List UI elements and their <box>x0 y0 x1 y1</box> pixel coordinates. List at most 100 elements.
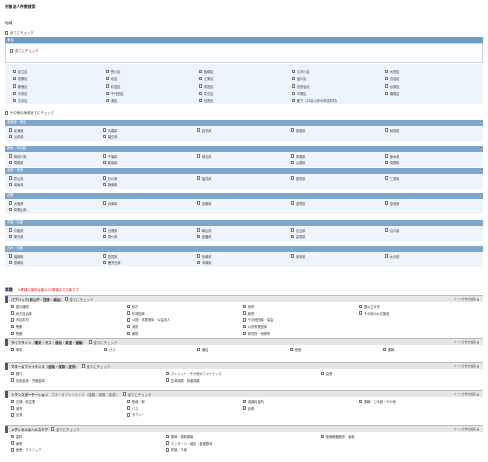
tokyo-ward-item[interactable]: 江戸川区 <box>292 69 385 74</box>
checkbox[interactable] <box>243 311 247 315</box>
checkbox[interactable] <box>88 340 92 344</box>
checkbox[interactable] <box>9 260 13 265</box>
checkbox[interactable] <box>292 91 296 96</box>
industry-item[interactable]: 県庁 <box>127 304 243 309</box>
tokyo-ward-item[interactable]: 台東区 <box>385 84 478 89</box>
checkbox[interactable] <box>11 304 15 309</box>
industry-group-check-all[interactable]: 全てにチェック <box>122 392 151 397</box>
collapse-toggle[interactable]: ページ全体を編集 ▲ <box>453 427 479 431</box>
industry-item[interactable]: 地方自治体 <box>11 311 127 316</box>
prefecture-item[interactable]: 沖縄県 <box>197 260 291 265</box>
checkbox[interactable] <box>385 154 389 158</box>
checkbox[interactable] <box>385 84 389 88</box>
checkbox[interactable] <box>106 84 110 88</box>
prefecture-item[interactable]: 栃木県 <box>385 154 479 159</box>
checkbox[interactable] <box>197 347 201 352</box>
checkbox[interactable] <box>385 77 389 81</box>
checkbox[interactable] <box>127 311 131 315</box>
checkbox[interactable] <box>103 160 107 165</box>
checkbox[interactable] <box>383 347 387 352</box>
checkbox[interactable] <box>9 234 13 239</box>
industry-item[interactable]: 看護・介護 <box>166 447 321 452</box>
collapse-toggle[interactable]: ページ全体を編集 ▲ <box>453 340 479 344</box>
industry-item[interactable]: 鉄道 <box>290 347 383 352</box>
checkbox[interactable] <box>9 201 13 205</box>
prefecture-item[interactable]: 福井県 <box>197 176 291 181</box>
checkbox[interactable] <box>11 413 15 417</box>
industry-item[interactable]: 病院 <box>127 331 243 336</box>
prefecture-item[interactable]: 愛媛県 <box>197 234 291 239</box>
industry-item[interactable]: その他団体・協会 <box>243 317 359 322</box>
checkbox[interactable] <box>197 154 201 158</box>
checkbox[interactable] <box>243 304 247 309</box>
checkbox[interactable] <box>197 254 201 258</box>
checkbox[interactable] <box>64 297 68 301</box>
checkbox[interactable] <box>106 77 110 81</box>
prefecture-item[interactable]: 兵庫県 <box>103 201 197 206</box>
industry-item[interactable]: 医療・クリニック <box>11 447 166 452</box>
checkbox[interactable] <box>9 207 13 212</box>
checkbox[interactable] <box>292 98 296 103</box>
checkbox[interactable] <box>197 201 201 205</box>
tokyo-ward-item[interactable]: 杉並区 <box>106 84 199 89</box>
checkbox[interactable] <box>199 98 203 103</box>
industry-group-check-all[interactable]: 全てにチェック <box>51 427 80 432</box>
industry-item[interactable]: その他の公共施設 <box>359 311 475 316</box>
tokyo-ward-item[interactable]: 千代田区 <box>106 91 199 96</box>
industry-item[interactable]: 医療機器販売・製造 <box>321 434 476 439</box>
tokyo-ward-item[interactable]: 墨田区 <box>199 84 292 89</box>
checkbox[interactable] <box>13 84 17 88</box>
checkbox[interactable] <box>243 324 247 329</box>
industry-item[interactable]: ガス <box>104 347 197 352</box>
tokyo-ward-item[interactable]: 世田谷区 <box>292 84 385 89</box>
industry-item[interactable]: マッサージ・鍼灸・各種整体 <box>166 441 321 446</box>
prefecture-item[interactable]: 宮崎県 <box>9 260 103 265</box>
checkbox[interactable] <box>166 441 170 445</box>
tokyo-ward-item[interactable]: 品川区 <box>292 76 385 81</box>
industry-group-check-all[interactable]: 全てにチェック <box>64 297 93 302</box>
checkbox[interactable] <box>385 160 389 165</box>
prefecture-item[interactable]: 埼玉県 <box>197 154 291 159</box>
checkbox[interactable] <box>13 98 17 103</box>
checkbox[interactable] <box>103 128 107 132</box>
checkbox[interactable] <box>385 91 389 96</box>
tokyo-ward-item[interactable]: 中央区 <box>13 91 106 96</box>
industry-item[interactable]: 警察 <box>11 324 127 329</box>
checkbox[interactable] <box>359 311 363 315</box>
industry-item[interactable]: 役所 <box>243 304 359 309</box>
checkbox[interactable] <box>385 176 389 180</box>
industry-item[interactable]: 証券 <box>321 371 476 376</box>
checkbox[interactable] <box>122 392 127 396</box>
prefecture-item[interactable]: 長崎県 <box>197 254 291 259</box>
checkbox[interactable] <box>292 84 296 88</box>
tokyo-ward-item[interactable]: 足立区 <box>13 69 106 74</box>
checkbox[interactable] <box>321 371 325 376</box>
prefecture-item[interactable]: 大阪府 <box>9 201 103 206</box>
prefecture-item[interactable]: 山梨県 <box>291 160 385 165</box>
checkbox[interactable] <box>321 434 325 439</box>
checkbox[interactable] <box>9 128 13 132</box>
prefecture-item[interactable]: 高知県 <box>291 234 385 239</box>
checkbox[interactable] <box>9 160 13 165</box>
industry-item[interactable]: 港湾 <box>11 406 127 411</box>
checkbox[interactable] <box>51 427 55 431</box>
checkbox[interactable] <box>385 69 389 74</box>
checkbox[interactable] <box>127 406 131 410</box>
checkbox[interactable] <box>199 84 203 88</box>
checkbox[interactable] <box>11 318 15 322</box>
prefecture-item[interactable]: 福島県 <box>103 134 197 139</box>
checkbox[interactable] <box>243 318 247 322</box>
tokyo-check-all[interactable]: 全てにチェック <box>10 48 39 53</box>
industry-item[interactable]: 倉庫 <box>243 406 359 411</box>
checkbox[interactable] <box>197 176 201 180</box>
checkbox[interactable] <box>106 69 110 74</box>
tokyo-ward-item[interactable]: 北区 <box>106 76 199 81</box>
industry-item[interactable]: 国の機関 <box>11 304 127 309</box>
checkbox[interactable] <box>166 371 170 376</box>
industry-item[interactable]: 病院 <box>11 441 166 446</box>
checkbox[interactable] <box>103 134 107 139</box>
tokyo-ward-item[interactable]: 港区 <box>106 98 199 103</box>
industry-item[interactable]: 警察 <box>11 331 127 336</box>
checkbox[interactable] <box>199 91 203 96</box>
checkbox[interactable] <box>103 154 107 158</box>
